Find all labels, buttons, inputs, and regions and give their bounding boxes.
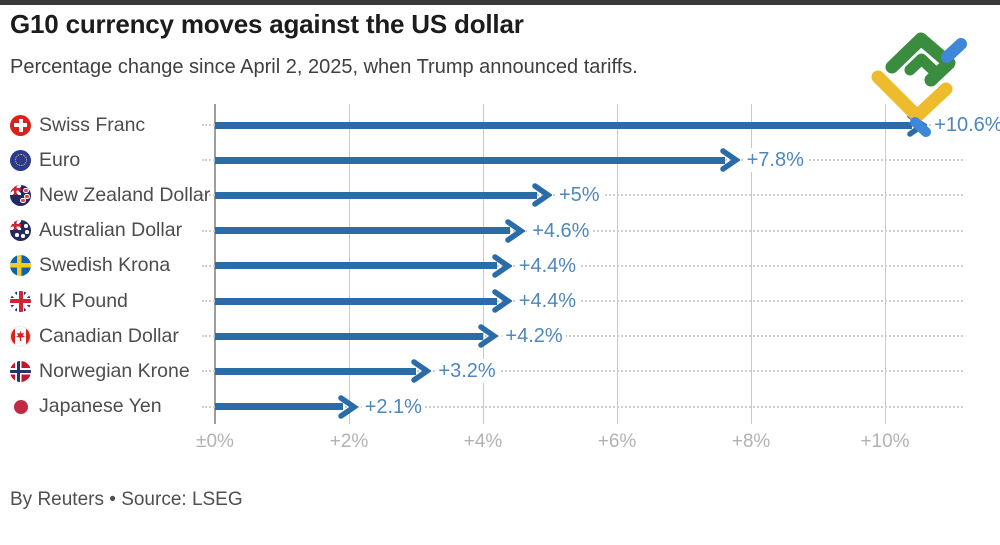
nok-flag-icon [10,360,31,382]
row-leader-line [202,335,963,338]
arrow-shaft [215,262,497,270]
category-label-row: Japanese Yen [10,394,162,420]
value-label: +4.6% [529,218,593,243]
x-axis-tick-label: +8% [731,431,771,452]
value-label: +10.6% [931,113,1000,137]
chart-subtitle: Percentage change since April 2, 2025, w… [10,55,638,78]
x-axis-tick-label: +6% [597,431,637,452]
category-label-row: UK Pound [10,288,128,314]
source-credit: By Reuters • Source: LSEG [10,489,243,510]
sek-flag-icon [10,255,31,277]
eur-flag-icon [10,149,31,171]
category-label: Japanese Yen [39,395,162,418]
gridline [884,104,886,424]
arrow-head [719,148,741,177]
chf-flag-icon [10,114,31,136]
x-axis-tick-label: +2% [329,431,369,452]
category-label: New Zealand Dollar [39,183,211,206]
x-axis-tick-label: +4% [463,431,503,452]
arrow-shaft [215,121,913,129]
value-label: +2.1% [361,394,425,419]
category-label-row: Canadian Dollar [10,323,179,349]
row-leader-line [202,264,963,267]
arrow-shaft [215,191,537,199]
arrow-shaft [215,156,725,164]
value-label: +4.4% [515,253,580,278]
cad-flag-icon [10,325,31,347]
arrow-head [505,218,527,248]
arrow-head [478,324,500,353]
arrow-head [492,254,513,283]
gbp-flag-icon [10,290,31,312]
jpy-flag-icon [10,396,31,418]
category-label-row: New Zealand Dollar [10,182,210,208]
nzd-flag-icon [10,184,31,206]
row-leader-line [202,405,963,408]
arrow-head [337,394,359,424]
value-label: +7.8% [743,148,807,173]
gridline [750,104,752,424]
arrow-shaft [215,227,511,235]
value-label: +5% [556,183,603,208]
arrow-shaft [215,297,497,305]
category-label: Swedish Krona [39,254,171,277]
row-leader-line [202,370,963,373]
chart-title: G10 currency moves against the US dollar [10,9,524,39]
category-label-row: Australian Dollar [10,218,182,244]
category-label: Canadian Dollar [39,324,179,347]
category-label-row: Norwegian Krone [10,358,190,384]
value-label: +3.2% [435,359,499,384]
chart-header: G10 currency moves against the US dollar… [10,8,638,79]
top-border-strip [0,0,1000,5]
row-leader-line [202,300,963,302]
litefinance-logo-icon [871,32,967,137]
category-label-row: Swedish Krona [10,253,170,279]
category-label: Australian Dollar [39,219,183,242]
category-label-row: Euro [10,147,80,173]
arrow-head [532,183,553,212]
value-label: +4.4% [515,289,580,313]
aud-flag-icon [10,220,31,242]
x-axis-tick-label: +10% [860,431,910,452]
category-label: Euro [39,148,81,171]
arrow-shaft [215,403,343,411]
value-label: +4.2% [502,324,566,349]
category-label-row: Swiss Franc [10,112,145,138]
x-axis-tick-label: ±0% [196,431,234,452]
arrow-shaft [215,367,417,375]
category-label: UK Pound [39,289,128,312]
arrow-head [492,289,513,318]
arrow-shaft [215,332,484,340]
gridline [616,104,618,424]
category-label: Swiss Franc [39,113,146,136]
category-label: Norwegian Krone [39,359,190,382]
arrow-head [411,359,433,388]
